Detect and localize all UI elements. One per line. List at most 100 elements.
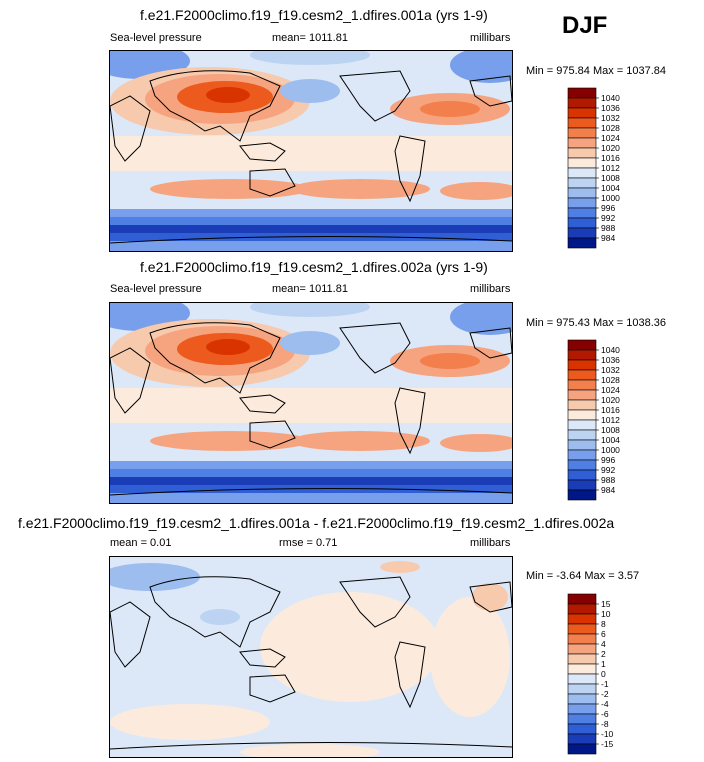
colorbar-tick-label: 988 <box>601 223 615 233</box>
colorbar-tick-label: 1040 <box>601 345 620 355</box>
colorbar-tick-label: 988 <box>601 475 615 485</box>
arctic-low-east <box>450 303 512 335</box>
colorbar-swatch <box>567 603 597 615</box>
colorbar-swatch <box>567 339 597 351</box>
atlantic-high-core <box>420 101 480 117</box>
colorbar-swatch <box>567 127 597 139</box>
colorbar-swatch <box>567 429 597 441</box>
panel-3-rmse-label: rmse = 0.71 <box>279 537 338 549</box>
panel-1-map-svg <box>110 51 512 251</box>
colorbar-tick-label: 10 <box>601 609 611 619</box>
antarctic-positive <box>240 744 380 757</box>
colorbar-tick-label: 1016 <box>601 153 620 163</box>
coast-europe <box>469 327 512 359</box>
atlantic-high-core <box>420 353 480 369</box>
panel-1-colorbar: 1040 1036 1032 1028 1024 1020 1016 1012 1008 1004… <box>567 87 648 249</box>
south-atlantic-high <box>440 434 512 452</box>
panel-2-colorbar-svg: 1040103610321028102410201016101210081004… <box>567 339 620 501</box>
colorbar-swatch <box>567 137 597 149</box>
panel-1-units-label: millibars <box>470 32 511 44</box>
colorbar-tick-label: 1004 <box>601 435 620 445</box>
arctic-negative <box>110 563 200 591</box>
so-band-1 <box>110 209 512 217</box>
panel-1-mean-label: mean= 1011.81 <box>272 32 348 44</box>
coast-australia <box>249 674 296 703</box>
coast-indonesia <box>239 394 286 414</box>
coast-north-america <box>339 70 411 122</box>
panel-1-variable-label: Sea-level pressure <box>110 32 202 44</box>
colorbar-swatch <box>567 653 597 665</box>
aleutian-low <box>280 331 340 355</box>
colorbar-tick-label: 1012 <box>601 415 620 425</box>
panel-2-range-label: Min = 975.43 Max = 1038.36 <box>526 317 667 329</box>
coast-north-america <box>339 322 411 374</box>
colorbar-tick-label: 2 <box>601 649 606 659</box>
colorbar-swatch <box>567 693 597 705</box>
colorbar-tick-label: 1032 <box>601 365 620 375</box>
panel-2-title: f.e21.F2000climo.f19_f19.cesm2_1.dfires.… <box>140 259 488 275</box>
antarctic-band <box>110 241 512 251</box>
coast-asia <box>149 70 281 142</box>
colorbar-tick-label: 984 <box>601 485 615 495</box>
colorbar-swatch <box>567 349 597 361</box>
colorbar-tick-label: 6 <box>601 629 606 639</box>
colorbar-swatch <box>567 399 597 411</box>
colorbar-tick-label: 996 <box>601 203 615 213</box>
colorbar-swatch <box>567 157 597 169</box>
colorbar-swatch <box>567 449 597 461</box>
greenland-positive <box>380 561 420 573</box>
colorbar-swatch <box>567 479 597 491</box>
colorbar-swatch <box>567 117 597 129</box>
colorbar-swatch <box>567 623 597 635</box>
colorbar-tick-label: -2 <box>601 689 609 699</box>
colorbar-swatch <box>567 663 597 675</box>
coast-africa <box>110 95 151 162</box>
siberian-high-peak <box>206 87 250 103</box>
coast-asia <box>149 576 281 648</box>
so-band-1 <box>110 461 512 469</box>
colorbar-swatch <box>567 207 597 219</box>
colorbar-tick-label: 0 <box>601 669 606 679</box>
atlantic-positive <box>430 597 510 717</box>
season-label: DJF <box>562 12 608 39</box>
colorbar-swatch <box>567 703 597 715</box>
asia-negative <box>200 609 240 625</box>
antarctic-band <box>110 493 512 503</box>
colorbar-tick-label: -15 <box>601 739 614 749</box>
panel-1-title: f.e21.F2000climo.f19_f19.cesm2_1.dfires.… <box>140 7 488 23</box>
colorbar-swatch <box>567 379 597 391</box>
colorbar-swatch <box>567 389 597 401</box>
colorbar-tick-label: 996 <box>601 455 615 465</box>
colorbar-swatch <box>567 177 597 189</box>
colorbar-tick-label: 1028 <box>601 375 620 385</box>
coastlines <box>110 576 512 750</box>
panel-3-units-label: millibars <box>470 537 511 549</box>
colorbar-tick-label: 1020 <box>601 395 620 405</box>
coast-antarctica <box>110 741 512 750</box>
colorbar-tick-label: 992 <box>601 465 615 475</box>
colorbar-tick-label: 15 <box>601 599 611 609</box>
panel-2-map-svg <box>110 303 512 503</box>
south-pacific-high <box>290 179 430 199</box>
colorbar-tick-label: 4 <box>601 639 606 649</box>
panel-1-colorbar-svg: 1040103610321028102410201016101210081004… <box>567 87 620 249</box>
pacific-positive <box>260 592 440 702</box>
coastlines <box>110 70 512 244</box>
coast-antarctica <box>110 487 512 496</box>
panel-3-colorbar: 15 10 8 6 4 2 1 0 -1 -2 -4 -6 -8 -10 -15 <box>567 593 648 755</box>
colorbar-tick-label: 992 <box>601 213 615 223</box>
coast-africa <box>110 347 151 414</box>
colorbar-tick-label: 1020 <box>601 143 620 153</box>
so-band-3 <box>110 225 512 233</box>
coastlines <box>110 322 512 496</box>
panel-2-colorbar: 1040 1036 1032 1028 1024 1020 1016 1012 1008 1004… <box>567 339 648 501</box>
colorbar-tick-label: 1040 <box>601 93 620 103</box>
colorbar-swatch <box>567 673 597 685</box>
colorbar-swatch <box>567 643 597 655</box>
south-atlantic-high <box>440 182 512 200</box>
south-indian-high <box>150 431 310 451</box>
coast-asia <box>149 322 281 394</box>
colorbar-swatch <box>567 683 597 695</box>
panel-2-map <box>109 302 513 504</box>
panel-2-mean-label: mean= 1011.81 <box>272 283 348 295</box>
